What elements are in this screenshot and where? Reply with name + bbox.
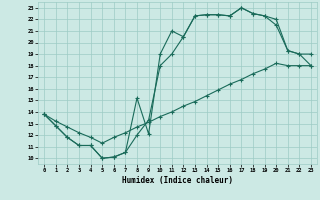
X-axis label: Humidex (Indice chaleur): Humidex (Indice chaleur) [122,176,233,185]
